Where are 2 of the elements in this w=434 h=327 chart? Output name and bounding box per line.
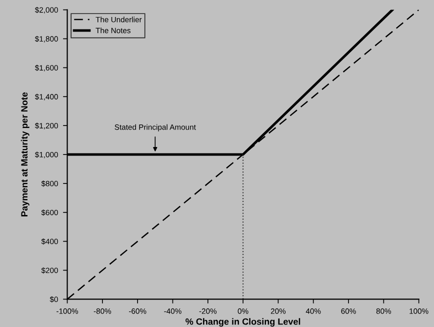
x-axis-title: % Change in Closing Level: [186, 318, 300, 327]
y-axis-title: Payment at Maturity per Note: [20, 92, 30, 216]
